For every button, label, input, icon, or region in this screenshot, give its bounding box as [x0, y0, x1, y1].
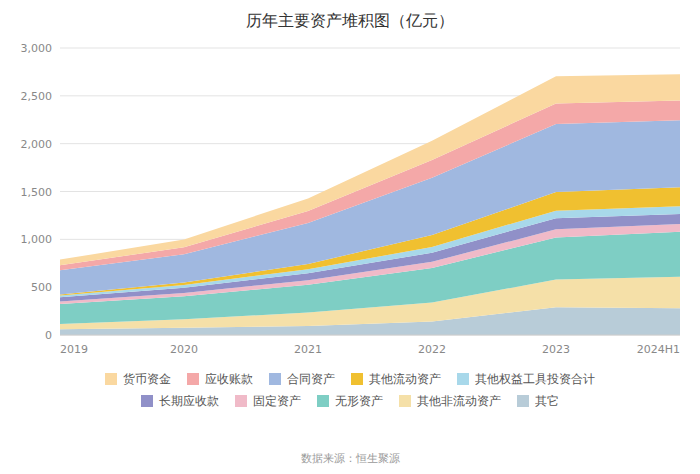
x-tick-label: 2024H1 — [637, 343, 680, 356]
legend-swatch — [317, 395, 329, 407]
x-tick-label: 2019 — [60, 343, 88, 356]
y-tick-label: 1,000 — [21, 233, 53, 246]
legend-swatch — [517, 395, 529, 407]
legend-label: 货币资金 — [123, 372, 171, 386]
chart: 历年主要资产堆积图（亿元） 0 500 1,000 1,500 2,000 2,500 3,0… — [0, 0, 700, 474]
legend-swatch — [141, 395, 153, 407]
legend-swatch — [187, 373, 199, 385]
area — [60, 74, 680, 265]
legend-swatch — [269, 373, 281, 385]
y-tick-label: 0 — [45, 329, 52, 342]
x-tick-label: 2022 — [418, 343, 446, 356]
legend-label: 其他权益工具投资合计 — [475, 372, 595, 386]
legend: 货币资金 应收账款 合同资产 其他流动资产 其他权益工具投资合计长期应收款 固定资产 无形资… — [105, 372, 595, 408]
y-tick-label: 500 — [31, 281, 52, 294]
grid-line — [60, 335, 680, 336]
legend-swatch — [105, 373, 117, 385]
legend-swatch — [399, 395, 411, 407]
legend-swatch — [235, 395, 247, 407]
grid-line — [60, 48, 680, 49]
area — [60, 120, 680, 294]
legend-row: 货币资金 应收账款 合同资产 其他流动资产 其他权益工具投资合计 — [105, 372, 595, 386]
legend-label: 长期应收款 — [159, 394, 219, 408]
legend-row: 长期应收款 固定资产 无形资产 其他非流动资产 其它 — [141, 394, 559, 408]
y-tick-label: 3,000 — [21, 42, 53, 55]
y-tick-label: 2,500 — [21, 90, 53, 103]
y-tick-label: 2,000 — [21, 138, 53, 151]
legend-label: 固定资产 — [253, 394, 301, 408]
legend-swatch — [351, 373, 363, 385]
legend-label: 应收账款 — [205, 372, 253, 386]
legend-label: 其它 — [535, 394, 559, 408]
legend-label: 无形资产 — [335, 394, 383, 408]
x-tick-label: 2021 — [294, 343, 322, 356]
x-axis-line — [60, 335, 680, 336]
legend-swatch — [457, 373, 469, 385]
source-note: 数据来源：恒生聚源 — [301, 452, 400, 465]
areas — [60, 74, 680, 335]
y-tick-label: 1,500 — [21, 186, 53, 199]
x-tick-label: 2023 — [542, 343, 570, 356]
title: 历年主要资产堆积图（亿元） — [246, 11, 454, 30]
legend-label: 合同资产 — [287, 372, 335, 386]
legend-label: 其他非流动资产 — [417, 394, 501, 408]
grid — [60, 48, 680, 335]
x-tick-label: 2020 — [170, 343, 198, 356]
legend-label: 其他流动资产 — [369, 372, 441, 386]
